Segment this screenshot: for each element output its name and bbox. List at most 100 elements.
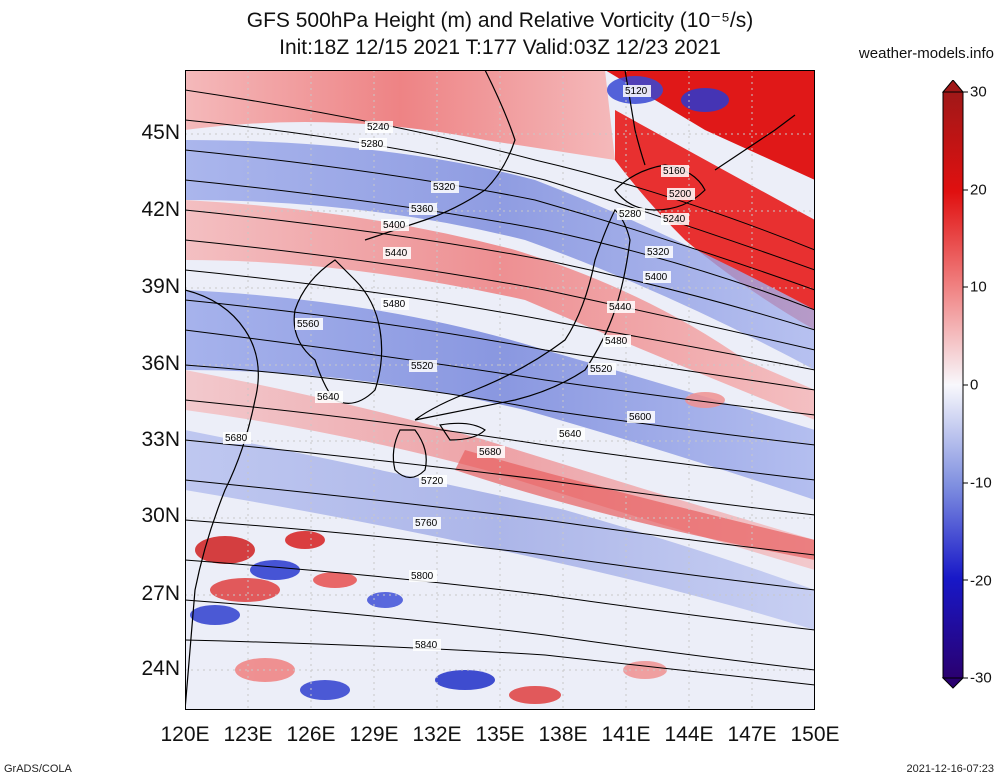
lon-label-135E: 135E: [475, 723, 525, 746]
contour-label-bg: [315, 391, 343, 403]
coast-japan-honshu: [414, 208, 631, 421]
contour-label-bg: [409, 203, 437, 215]
lon-label-150E: 150E: [790, 723, 840, 746]
contour-label: 5480: [383, 299, 406, 310]
lat-label-30N: 30N: [141, 504, 180, 527]
lon-label-120E: 120E: [160, 723, 210, 746]
lat-label-39N: 39N: [141, 275, 180, 298]
contour-label-bg: [431, 181, 459, 193]
contour-label-bg: [667, 188, 695, 200]
colorbar-label: -30: [970, 669, 992, 687]
contour-label-bg: [365, 121, 393, 133]
colorbar-label: 0: [970, 376, 979, 394]
lon-label-126E: 126E: [286, 723, 336, 746]
contour-label: 5840: [415, 640, 438, 651]
colorbar: [941, 80, 968, 689]
contour-label-bg: [409, 570, 437, 582]
lat-label-42N: 42N: [141, 198, 180, 221]
contour-label: 5600: [629, 412, 652, 423]
contour-label: 5520: [411, 361, 434, 372]
lat-label-33N: 33N: [141, 428, 180, 451]
lat-label-24N: 24N: [141, 657, 180, 680]
height-contours: [185, 89, 815, 686]
vorticity-band-red-2: [185, 200, 815, 420]
contour-label-bg: [223, 432, 251, 444]
contour-label: 5400: [645, 272, 668, 283]
contour-label: 5680: [225, 433, 248, 444]
lon-label-138E: 138E: [538, 723, 588, 746]
contour-label-bg: [359, 138, 387, 150]
contour-label: 5520: [590, 364, 613, 375]
lon-label-129E: 129E: [349, 723, 399, 746]
contour-label-bg: [603, 335, 631, 347]
contour-label: 5360: [411, 204, 434, 215]
contour-label: 5280: [361, 139, 384, 150]
contour-label: 5240: [663, 214, 686, 225]
contour-label: 5480: [605, 336, 628, 347]
contour-label-bg: [645, 246, 673, 258]
contour-label-bg: [588, 363, 616, 375]
colorbar-label: 10: [970, 278, 987, 296]
colorbar-top-arrow: [941, 80, 965, 93]
contour-label-bg: [643, 271, 671, 283]
colorbar-gradient: [942, 91, 964, 679]
contour-label-bg: [409, 360, 437, 372]
contour-label-bg: [623, 85, 651, 97]
vorticity-band-blue-1: [185, 140, 815, 370]
colorbar-label: 30: [970, 83, 987, 101]
contour-label: 5280: [619, 209, 642, 220]
vorticity-band-blue-3: [185, 430, 815, 630]
contour-label: 5400: [383, 220, 406, 231]
footer-right: 2021-12-16-07:23: [906, 763, 994, 775]
contour-label: 5320: [647, 247, 670, 258]
coast-kurils: [714, 114, 796, 171]
vorticity-map: 5120 5160 5200 5240 5280 5280 5320 5240 5360 5400…: [185, 70, 815, 710]
contour-label-bg: [477, 446, 505, 458]
contour-label-bg: [413, 517, 441, 529]
contour-label: 5120: [625, 86, 648, 97]
contour-label-bg: [383, 247, 411, 259]
coast-japan-kyushu: [392, 429, 427, 479]
vorticity-band-red-4: [455, 450, 815, 560]
contour-label-bg: [381, 219, 409, 231]
contour-label-bg: [381, 298, 409, 310]
vorticity-band-north-pink: [185, 70, 615, 160]
coast-china: [185, 289, 259, 710]
lon-label-123E: 123E: [223, 723, 273, 746]
contour-label-bg: [419, 475, 447, 487]
contour-label: 5760: [415, 518, 438, 529]
lon-label-147E: 147E: [727, 723, 777, 746]
coast-japan-shikoku: [438, 422, 486, 441]
colorbar-label: 20: [970, 181, 987, 199]
lon-label-141E: 141E: [601, 723, 651, 746]
contour-label: 5200: [669, 189, 692, 200]
contour-label: 5560: [297, 319, 320, 330]
contour-label-bg: [617, 208, 645, 220]
colorbar-label: -20: [970, 572, 992, 589]
lat-label-27N: 27N: [141, 582, 180, 605]
colorbar-label: -10: [970, 474, 992, 492]
contour-label: 5720: [421, 476, 444, 487]
contour-label-bg: [661, 165, 689, 177]
contour-label-bg: [557, 428, 585, 440]
lat-label-36N: 36N: [141, 352, 180, 375]
contour-label: 5680: [479, 447, 502, 458]
map-title-line2: Init:18Z 12/15 2021 T:177 Valid:03Z 12/2…: [279, 36, 721, 59]
contour-label-bg: [295, 318, 323, 330]
colorbar-bottom-arrow: [941, 677, 965, 689]
graticule: [185, 70, 815, 710]
lon-label-144E: 144E: [664, 723, 714, 746]
footer-left: GrADS/COLA: [4, 763, 72, 775]
coast-russia: [364, 70, 516, 241]
contour-label: 5800: [411, 571, 434, 582]
contour-label-bg: [413, 639, 441, 651]
site-label: weather-models.info: [858, 45, 994, 62]
contour-label: 5440: [385, 248, 408, 259]
contour-label-bg: [661, 213, 689, 225]
vorticity-speckles: [190, 76, 729, 704]
lat-label-45N: 45N: [141, 121, 180, 144]
contour-label: 5320: [433, 182, 456, 193]
contour-label: 5440: [609, 302, 632, 313]
contour-label: 5240: [367, 122, 390, 133]
contour-labels: 5120 5160 5200 5240 5280 5280 5320 5240 5360 5400…: [223, 85, 695, 651]
